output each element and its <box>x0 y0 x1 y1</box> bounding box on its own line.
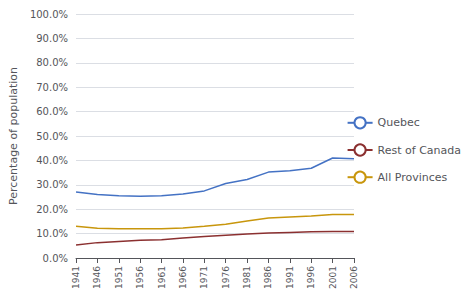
svg-text:1971: 1971 <box>199 266 209 289</box>
svg-text:1991: 1991 <box>285 266 295 289</box>
svg-text:1956: 1956 <box>135 266 145 289</box>
svg-text:10.0%: 10.0% <box>36 228 68 239</box>
svg-text:1996: 1996 <box>306 266 316 289</box>
svg-text:40.0%: 40.0% <box>36 155 68 166</box>
svg-text:Quebec: Quebec <box>378 116 420 129</box>
svg-text:1981: 1981 <box>242 266 252 289</box>
svg-text:1966: 1966 <box>178 266 188 289</box>
svg-text:1986: 1986 <box>263 266 273 289</box>
svg-text:20.0%: 20.0% <box>36 204 68 215</box>
svg-text:30.0%: 30.0% <box>36 179 68 190</box>
svg-text:100.0%: 100.0% <box>30 9 68 20</box>
svg-text:80.0%: 80.0% <box>36 57 68 68</box>
svg-text:1951: 1951 <box>114 266 124 289</box>
svg-text:1976: 1976 <box>221 266 231 289</box>
svg-text:2001: 2001 <box>328 266 338 289</box>
svg-text:60.0%: 60.0% <box>36 106 68 117</box>
svg-text:1946: 1946 <box>92 266 102 289</box>
svg-text:90.0%: 90.0% <box>36 33 68 44</box>
svg-text:0.0%: 0.0% <box>43 253 68 264</box>
svg-text:2006: 2006 <box>349 266 359 289</box>
svg-text:50.0%: 50.0% <box>36 131 68 142</box>
svg-text:All Provinces: All Provinces <box>378 171 448 184</box>
svg-text:Percentage of population: Percentage of population <box>7 67 20 205</box>
svg-text:1941: 1941 <box>71 266 81 289</box>
svg-text:Rest of Canada: Rest of Canada <box>378 144 461 157</box>
svg-text:70.0%: 70.0% <box>36 82 68 93</box>
svg-text:1961: 1961 <box>157 266 167 289</box>
